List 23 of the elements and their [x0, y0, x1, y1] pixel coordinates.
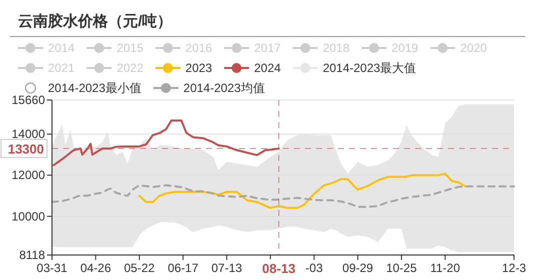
x-tick-label: 03-31 — [36, 261, 68, 275]
x-tick-label: 04-26 — [80, 261, 112, 275]
x-tick-label: 05-22 — [124, 261, 156, 275]
legend-label: 2014-2023最大值 — [322, 61, 416, 75]
legend-label: 2024 — [254, 61, 282, 75]
x-tick-label: -03 — [305, 261, 324, 275]
x-tick-label: 09-29 — [342, 261, 374, 275]
x-tick-label: 06-17 — [168, 261, 199, 275]
y-tick-label: 10000 — [12, 209, 46, 224]
x-tick-label: 12-3 — [502, 261, 526, 275]
y-tick-label: 14000 — [12, 127, 46, 142]
ref-line-label: 13300 — [8, 142, 44, 156]
ref-line-label: 08-13 — [262, 261, 296, 276]
legend-label: 2023 — [185, 61, 212, 75]
y-tick-label: 15660 — [12, 93, 46, 107]
legend-label: 2014-2023最小值 — [48, 81, 142, 95]
y-tick-label: 12000 — [12, 168, 46, 182]
x-tick-label: 11-20 — [430, 261, 460, 275]
y-tick-label: 8118 — [19, 248, 46, 262]
chart-title: 云南胶水价格（元/吨） — [18, 12, 172, 30]
legend-label: 2014-2023均值 — [183, 81, 265, 95]
x-tick-label: 10-25 — [386, 261, 418, 275]
x-tick-label: 07-13 — [211, 261, 242, 275]
